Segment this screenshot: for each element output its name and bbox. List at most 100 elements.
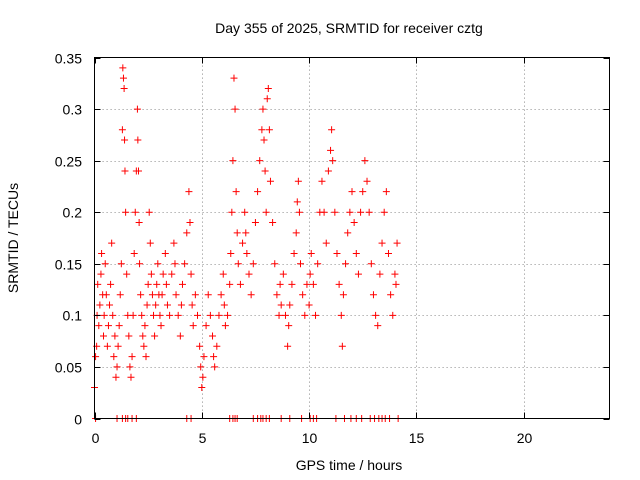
data-point [162, 280, 170, 288]
y-tick-labels: 0 0.05 0.1 0.15 0.2 0.25 0.3 0.35 [55, 51, 82, 428]
data-point [367, 260, 375, 268]
data-point [211, 363, 219, 371]
data-point [306, 270, 314, 278]
data-point [229, 157, 237, 165]
data-point [284, 342, 292, 350]
data-point [263, 95, 271, 103]
y-tick-label: 0.2 [63, 205, 83, 221]
data-point [328, 126, 336, 134]
data-point [286, 301, 294, 309]
data-point [133, 105, 141, 113]
data-point [241, 208, 249, 216]
data-point [361, 157, 369, 165]
data-point [303, 280, 311, 288]
data-point [153, 280, 161, 288]
y-tick-label: 0.25 [55, 154, 82, 170]
data-point [97, 270, 105, 278]
data-point [136, 260, 144, 268]
data-point [115, 322, 123, 330]
data-point [125, 332, 133, 340]
data-point [186, 219, 194, 227]
data-point [359, 188, 367, 196]
data-point [166, 311, 174, 319]
data-point [163, 301, 171, 309]
chart-title: Day 355 of 2025, SRMTID for receiver czt… [215, 20, 483, 36]
data-point [200, 353, 208, 361]
data-point [176, 332, 184, 340]
data-point [100, 332, 108, 340]
data-point [320, 208, 328, 216]
data-point [111, 332, 119, 340]
data-point [109, 311, 117, 319]
data-point [290, 249, 298, 257]
data-point [119, 74, 127, 82]
data-point [119, 64, 127, 72]
data-point [318, 177, 326, 185]
data-point [145, 208, 153, 216]
data-point [247, 291, 255, 299]
data-point [391, 270, 399, 278]
data-point [384, 249, 392, 257]
data-point [314, 260, 322, 268]
data-point [221, 322, 229, 330]
data-point [233, 229, 241, 237]
data-point [285, 322, 293, 330]
data-point [107, 280, 115, 288]
data-point [146, 239, 154, 247]
data-point [226, 280, 234, 288]
data-point [251, 219, 259, 227]
data-point [339, 291, 347, 299]
data-point [239, 239, 247, 247]
data-point [344, 229, 352, 237]
y-tick-label: 0.05 [55, 360, 82, 376]
data-point [157, 322, 165, 330]
data-point [177, 301, 185, 309]
data-point [92, 353, 100, 361]
data-point [369, 291, 377, 299]
data-point [324, 167, 332, 175]
y-tick-label: 0.1 [63, 308, 83, 324]
data-point [380, 208, 388, 216]
data-point [236, 280, 244, 288]
data-point [243, 249, 251, 257]
grid-lines [94, 57, 610, 419]
y-axis-label: SRMTID / TECUs [5, 183, 21, 293]
data-point [108, 239, 116, 247]
data-point [234, 260, 242, 268]
data-point [100, 311, 108, 319]
data-point [94, 280, 102, 288]
data-point [387, 291, 395, 299]
y-tick-label: 0 [74, 412, 82, 428]
data-point [294, 177, 302, 185]
data-point [213, 342, 221, 350]
data-point [126, 363, 134, 371]
x-tick-label: 15 [409, 430, 425, 446]
data-point [171, 260, 179, 268]
data-point [219, 270, 227, 278]
data-point [135, 219, 143, 227]
data-point [277, 301, 285, 309]
data-point [158, 291, 166, 299]
data-points [91, 64, 402, 422]
data-point [288, 280, 296, 288]
data-point [295, 208, 303, 216]
data-point [199, 373, 207, 381]
data-point [393, 239, 401, 247]
data-point [245, 270, 253, 278]
data-point [392, 280, 400, 288]
data-point [194, 311, 201, 319]
data-point [143, 301, 151, 309]
x-tick-label: 10 [302, 430, 318, 446]
data-point [98, 249, 106, 257]
data-point [102, 291, 110, 299]
data-point [297, 260, 304, 268]
data-point [168, 270, 176, 278]
data-point [372, 311, 380, 319]
data-point [141, 322, 149, 330]
data-point [307, 249, 315, 257]
data-point [275, 311, 283, 319]
data-point [187, 270, 195, 278]
data-point [128, 353, 136, 361]
data-point [120, 84, 128, 92]
x-axis-label: GPS time / hours [296, 457, 403, 473]
